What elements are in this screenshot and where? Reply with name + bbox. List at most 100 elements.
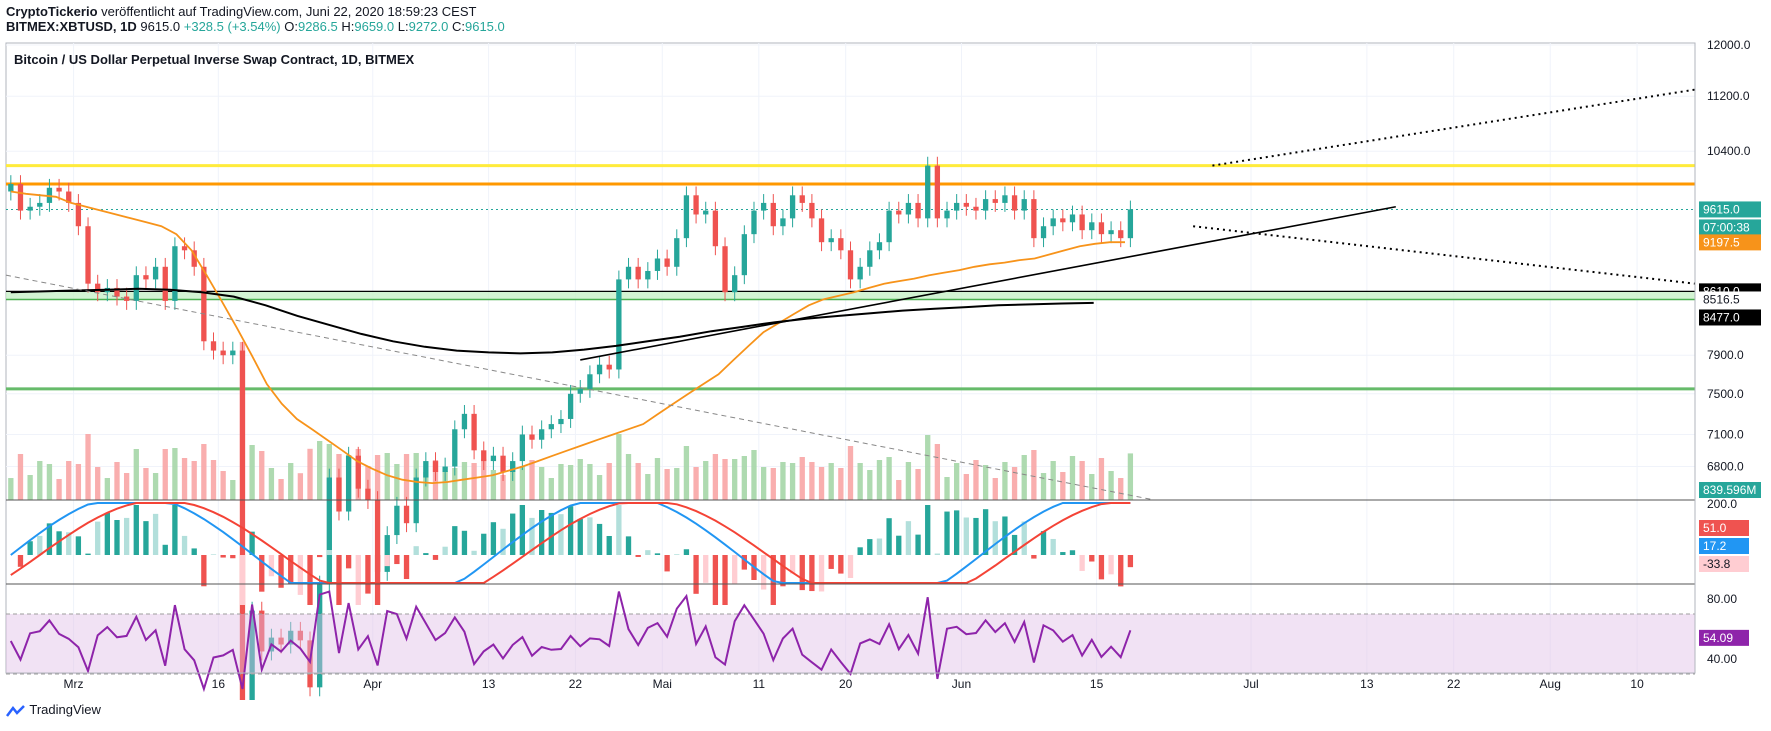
macd-histogram-bar: [384, 555, 390, 567]
grid-lines: [6, 43, 1695, 673]
time-tick-label: 16: [212, 677, 226, 691]
candle-body: [847, 250, 854, 280]
volume-bar: [66, 461, 72, 500]
moving-average-fast: [10, 190, 1125, 485]
volume-bar: [886, 457, 892, 500]
volume-bar: [37, 461, 43, 500]
macd-histogram-bar: [56, 531, 62, 555]
macd-histogram-bar: [278, 555, 284, 588]
time-tick-label: 15: [1090, 677, 1104, 691]
macd-histogram-bar: [616, 505, 622, 555]
candle-body: [297, 630, 304, 641]
volume-bar: [152, 473, 159, 500]
candle-body: [867, 250, 873, 267]
macd-histogram-bar: [674, 554, 680, 555]
price-tag: [1699, 201, 1761, 218]
candle-body: [770, 202, 776, 227]
rsi-line: [9, 590, 1132, 693]
macd-histogram-bar: [104, 512, 110, 555]
volume-bar: [1079, 461, 1085, 500]
volume-bar: [867, 470, 873, 500]
candle-body: [37, 202, 43, 207]
candle-body: [1127, 209, 1134, 239]
macd-histogram-bar: [867, 539, 873, 555]
volume-bar: [1098, 458, 1105, 500]
volume-bar: [442, 471, 448, 500]
volume-bar: [201, 444, 207, 500]
macd-histogram-bar: [915, 534, 921, 555]
candle-body: [703, 210, 709, 215]
macd-histogram-bar: [645, 550, 651, 555]
macd-histogram-bar: [934, 553, 941, 555]
macd-histogram-bar: [355, 555, 361, 605]
volume-bar: [1108, 471, 1114, 500]
macd-histogram-bar: [123, 517, 130, 555]
macd-histogram-bar: [268, 555, 275, 577]
volume-bar: [577, 459, 583, 500]
candle-body: [799, 195, 805, 203]
volume-bar: [27, 475, 33, 500]
macd-histogram-bar: [818, 555, 825, 592]
volume-bar: [828, 463, 834, 500]
tradingview-logo[interactable]: TradingView: [6, 702, 101, 718]
volume-bar: [519, 466, 526, 500]
publisher-name[interactable]: CryptoTickerio: [6, 4, 98, 19]
volume-bar: [278, 479, 284, 500]
volume-bar: [297, 473, 304, 500]
macd-histogram-bar: [712, 555, 719, 605]
candle-body: [345, 455, 352, 512]
volume-bar: [268, 468, 275, 500]
macd-histogram-bar: [27, 541, 33, 555]
candle-body: [85, 226, 91, 284]
candle-body: [432, 461, 439, 472]
candle-body: [760, 202, 767, 211]
time-tick-label: 11: [753, 677, 766, 691]
volume-bar: [780, 462, 786, 500]
candle-body: [1098, 222, 1105, 235]
price-tag: [1699, 234, 1761, 251]
macd-histogram-bar: [288, 555, 294, 584]
time-tick-label: Jun: [952, 677, 971, 691]
candle-body: [510, 461, 516, 472]
price-tick-label: 10400.0: [1707, 144, 1751, 158]
volume-bar: [384, 453, 390, 500]
volume-bar: [558, 464, 564, 500]
macd-histogram-bar: [423, 553, 429, 555]
volume-bar: [664, 469, 670, 500]
macd-histogram-bar: [259, 555, 265, 592]
macd-signal-line: [10, 502, 1131, 584]
candle-body: [326, 477, 332, 585]
volume-bar: [760, 467, 767, 500]
macd-histogram-bar: [162, 544, 168, 555]
macd-histogram-bar: [297, 555, 304, 595]
symbol-label[interactable]: BITMEX:XBTUSD, 1D: [6, 19, 137, 34]
candle-body: [123, 296, 130, 301]
candle-body: [423, 461, 429, 478]
candle-body: [1079, 214, 1085, 231]
candle-body: [95, 283, 101, 293]
candle-body: [548, 424, 554, 430]
price-chart[interactable]: 12000.011200.010400.07900.07500.07100.06…: [0, 0, 1771, 700]
volume-bar: [1069, 456, 1076, 500]
volume-bar: [1002, 462, 1008, 500]
candle-body: [403, 505, 410, 524]
macd-histogram-bar: [857, 547, 863, 555]
volume-bar: [1050, 461, 1056, 500]
price-tag-label: 9615.0: [1703, 202, 1740, 216]
candle-body: [384, 535, 390, 572]
candle-body: [1040, 226, 1047, 239]
macd-histogram-bar: [703, 555, 709, 583]
candle-body: [818, 218, 825, 243]
volume-bar: [818, 467, 825, 500]
volume-bar: [674, 468, 680, 500]
candle-body: [8, 184, 14, 192]
candle-body: [925, 165, 931, 219]
macd-histogram-bar: [1079, 555, 1085, 571]
volume-bar: [288, 463, 294, 500]
volume-bar: [567, 465, 574, 500]
macd-histogram-bar: [654, 553, 661, 555]
volume-bar: [925, 435, 931, 500]
candle-body: [558, 418, 564, 425]
volume-bar: [307, 448, 313, 500]
price-tag-label: 839.596M: [1703, 483, 1756, 497]
